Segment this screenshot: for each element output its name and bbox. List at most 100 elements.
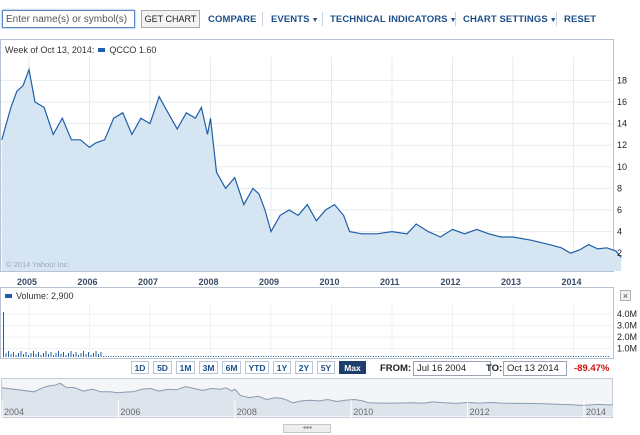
range-button-1d[interactable]: 1D [131, 361, 149, 374]
volume-y-axis: 4.0M 3.0M2.0M 1.0M [617, 309, 637, 354]
volume-bar [483, 356, 484, 357]
volume-bar [445, 356, 447, 357]
volume-bar [600, 356, 602, 357]
toolbar-divider [556, 12, 557, 26]
to-date-input[interactable]: Oct 13 2014 [503, 361, 567, 376]
volume-bar [435, 356, 437, 357]
events-label: EVENTS [271, 14, 310, 25]
volume-bar [118, 356, 119, 357]
volume-bar [48, 354, 49, 357]
volume-bar [503, 356, 504, 357]
reset-button[interactable]: RESET [564, 14, 596, 25]
volume-bar [20, 351, 22, 357]
volume-bar [105, 356, 107, 357]
volume-bar [203, 356, 204, 357]
range-button-1m[interactable]: 1M [176, 361, 195, 374]
reset-label: RESET [564, 14, 597, 25]
close-icon[interactable]: × [620, 290, 631, 301]
events-menu[interactable]: EVENTS ▼ [271, 14, 319, 25]
toolbar-divider [322, 12, 323, 26]
range-button-5y[interactable]: 5Y [317, 361, 335, 374]
volume-bar [595, 356, 597, 357]
range-button-5d[interactable]: 5D [153, 361, 172, 374]
volume-bar [108, 356, 109, 357]
navigator-tick-label: 2010 [353, 407, 373, 417]
volume-bar [298, 356, 299, 357]
volume-bar [488, 356, 489, 357]
volume-bar [473, 356, 474, 357]
volume-bar [155, 356, 157, 357]
range-button-max[interactable]: Max [339, 361, 366, 374]
volume-bar [28, 355, 29, 357]
volume-bar [5, 353, 7, 357]
volume-bar [495, 356, 497, 357]
volume-bar [553, 356, 554, 357]
volume-bar [313, 356, 314, 357]
volume-bars [3, 312, 609, 357]
volume-bar [228, 356, 229, 357]
volume-bar [523, 356, 524, 357]
search-input[interactable] [2, 10, 135, 28]
volume-bar [583, 356, 584, 357]
range-button-2y[interactable]: 2Y [295, 361, 313, 374]
volume-bar [475, 356, 477, 357]
volume-bar [273, 356, 274, 357]
from-date-input[interactable]: Jul 16 2004 [413, 361, 491, 376]
volume-bar [283, 356, 284, 357]
range-button-3m[interactable]: 3M [199, 361, 218, 374]
volume-bar [398, 356, 399, 357]
volume-bar [230, 356, 232, 357]
volume-bar [433, 356, 434, 357]
volume-bar [150, 356, 152, 357]
range-button-6m[interactable]: 6M [222, 361, 241, 374]
volume-bar [425, 356, 427, 357]
technical-indicators-menu[interactable]: TECHNICAL INDICATORS ▼ [330, 14, 457, 25]
volume-bar [30, 353, 32, 357]
volume-tick-label: 2.0M [617, 332, 637, 342]
volume-bar [133, 356, 134, 357]
navigator-scroll-handle[interactable]: ◂◂◂ [283, 424, 331, 433]
volume-bar [415, 356, 417, 357]
navigator-tick-label: 2014 [586, 407, 606, 417]
volume-bar [430, 356, 432, 357]
volume-bar [125, 356, 127, 357]
volume-bar [250, 356, 252, 357]
volume-bar [43, 353, 44, 357]
volume-bar [333, 356, 334, 357]
copyright-watermark: © 2014 Yahoo! Inc. [6, 260, 70, 269]
volume-bar [63, 352, 64, 357]
volume-bar [60, 354, 62, 357]
get-chart-button[interactable]: GET CHART [141, 10, 200, 28]
chart-settings-menu[interactable]: CHART SETTINGS ▼ [463, 14, 557, 25]
volume-bar [605, 356, 607, 357]
volume-bar [460, 356, 462, 357]
volume-bar [520, 356, 522, 357]
y-tick-label: 8 [617, 183, 622, 193]
volume-bar [85, 354, 87, 357]
volume-bar [550, 356, 552, 357]
volume-bar [190, 356, 192, 357]
volume-bar [263, 356, 264, 357]
volume-bar [3, 312, 4, 357]
volume-bar [423, 356, 424, 357]
range-button-ytd[interactable]: YTD [245, 361, 269, 374]
volume-bar [363, 356, 364, 357]
volume-bar [500, 356, 502, 357]
x-tick-label: 2007 [138, 277, 158, 287]
volume-bar [370, 356, 372, 357]
volume-bar [565, 356, 567, 357]
volume-bar [350, 356, 352, 357]
volume-panel [0, 287, 614, 359]
compare-menu[interactable]: COMPARE [208, 14, 257, 25]
volume-bar [135, 356, 137, 357]
range-button-1y[interactable]: 1Y [273, 361, 291, 374]
volume-bar [485, 356, 487, 357]
volume-bar [55, 353, 57, 357]
volume-bar [330, 356, 332, 357]
volume-bar [310, 356, 312, 357]
volume-bar [293, 356, 294, 357]
volume-bar [405, 356, 407, 357]
price-chart-panel[interactable] [0, 39, 614, 272]
volume-bar [413, 356, 414, 357]
volume-bar [88, 352, 89, 357]
